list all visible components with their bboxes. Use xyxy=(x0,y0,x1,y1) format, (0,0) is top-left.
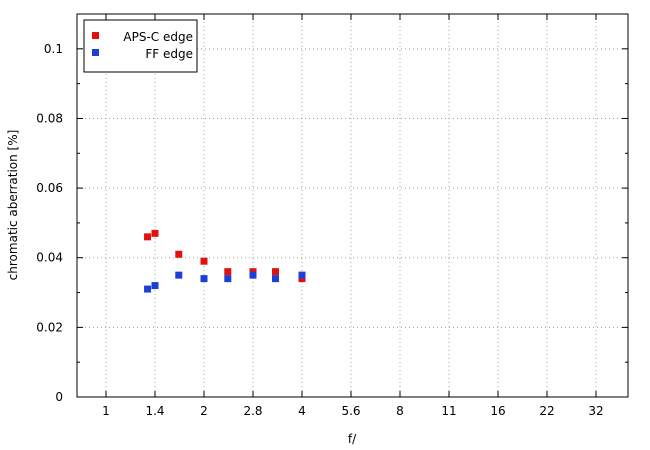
data-point-ff-edge xyxy=(151,282,159,290)
y-tick-labels: 0 0.02 0.04 0.06 0.08 0.1 xyxy=(36,42,63,404)
legend-swatch-aps-c-edge xyxy=(92,32,99,39)
y-tick-label: 0.02 xyxy=(36,320,63,334)
legend-box xyxy=(83,19,198,73)
y-tick-label: 0.08 xyxy=(36,111,63,125)
data-point-ff-edge xyxy=(175,271,183,279)
x-tick-label: 16 xyxy=(490,404,505,418)
legend-swatch-ff-edge xyxy=(92,49,99,56)
legend: APS-C edge FF edge xyxy=(83,19,198,73)
x-tick-label: 2.8 xyxy=(243,404,262,418)
data-point-aps-c-edge xyxy=(272,268,280,276)
legend-label-ff-edge: FF edge xyxy=(145,47,193,61)
data-point-aps-c-edge xyxy=(144,233,152,241)
y-axis-title: chromatic aberration [%] xyxy=(6,130,20,281)
x-tick-label: 2 xyxy=(200,404,208,418)
x-tick-label: 11 xyxy=(441,404,456,418)
data-points xyxy=(144,229,306,293)
y-tick-label: 0 xyxy=(55,390,63,404)
data-point-aps-c-edge xyxy=(151,229,159,237)
data-point-ff-edge xyxy=(272,275,280,283)
y-tick-label: 0.04 xyxy=(36,251,63,265)
x-axis-title: f/ xyxy=(348,432,357,446)
x-tick-label: 4 xyxy=(298,404,306,418)
legend-label-aps-c-edge: APS-C edge xyxy=(123,30,193,44)
data-point-ff-edge xyxy=(200,275,208,283)
data-point-aps-c-edge xyxy=(224,268,232,276)
x-tick-label: 22 xyxy=(539,404,554,418)
data-point-aps-c-edge xyxy=(200,257,208,265)
data-point-ff-edge xyxy=(144,285,152,293)
x-tick-label: 8 xyxy=(396,404,404,418)
data-point-ff-edge xyxy=(298,271,306,279)
x-tick-labels: 1 1.4 2 2.8 4 5.6 8 11 16 22 32 xyxy=(102,404,603,418)
axis-ticks xyxy=(77,14,628,398)
plot-frame xyxy=(76,13,629,398)
x-tick-label: 1.4 xyxy=(145,404,164,418)
y-tick-label: 0.1 xyxy=(44,42,63,56)
x-tick-label: 5.6 xyxy=(341,404,360,418)
x-tick-label: 1 xyxy=(102,404,110,418)
y-tick-label: 0.06 xyxy=(36,181,63,195)
data-point-aps-c-edge xyxy=(175,250,183,258)
x-tick-label: 32 xyxy=(588,404,603,418)
data-point-ff-edge xyxy=(249,271,257,279)
data-point-ff-edge xyxy=(224,275,232,283)
